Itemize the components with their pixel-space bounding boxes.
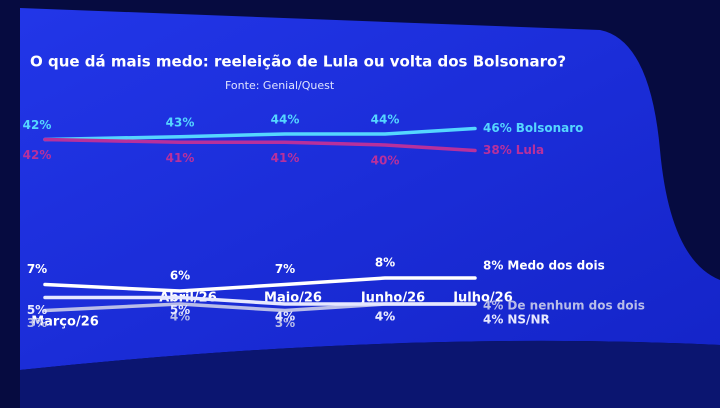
- legend-label: De nenhum dos dois: [507, 299, 645, 313]
- data-label: 4%: [483, 299, 503, 313]
- data-label: 44%: [371, 113, 400, 127]
- data-label: 4%: [275, 310, 295, 324]
- x-tick-label: Maio/26: [264, 291, 322, 306]
- legend-label: Bolsonaro: [516, 121, 584, 135]
- data-label: 3%: [27, 316, 47, 330]
- data-label: 8%: [483, 259, 503, 273]
- series-line: [43, 137, 477, 153]
- data-label: 5%: [27, 303, 47, 317]
- data-label: 7%: [275, 262, 295, 276]
- data-label: 4%: [375, 310, 395, 324]
- data-label: 4%: [375, 310, 395, 324]
- data-label: 5%: [170, 303, 190, 317]
- data-label: 38%: [483, 143, 512, 157]
- chart-title: O que dá mais medo: reeleição de Lula ou…: [30, 53, 566, 71]
- data-label: 46%: [483, 121, 512, 135]
- data-label: 43%: [166, 115, 195, 129]
- legend-label: NS/NR: [507, 313, 549, 327]
- x-tick-label: Março/26: [31, 315, 99, 330]
- series-line: [43, 295, 477, 306]
- data-label: 7%: [27, 262, 47, 276]
- stage-floor: [20, 340, 720, 408]
- data-label: 42%: [23, 148, 52, 162]
- data-label: 40%: [371, 154, 400, 168]
- screen: [20, 8, 720, 370]
- data-label: 6%: [170, 269, 190, 283]
- data-label: 8%: [375, 256, 395, 270]
- legend-label: Lula: [516, 143, 544, 157]
- chart-subtitle: Fonte: Genial/Quest: [225, 79, 335, 92]
- series-line: [43, 276, 477, 293]
- data-label: 41%: [271, 151, 300, 165]
- data-label: 44%: [271, 113, 300, 127]
- series-line: [43, 126, 477, 142]
- data-label: 42%: [23, 118, 52, 132]
- data-label: 4%: [483, 313, 503, 327]
- legend-label: Medo dos dois: [507, 259, 604, 273]
- x-tick-label: Julho/26: [452, 291, 513, 306]
- data-label: 41%: [166, 151, 195, 165]
- data-label: 3%: [275, 316, 295, 330]
- data-label: 4%: [170, 310, 190, 324]
- x-tick-label: Junho/26: [360, 291, 425, 306]
